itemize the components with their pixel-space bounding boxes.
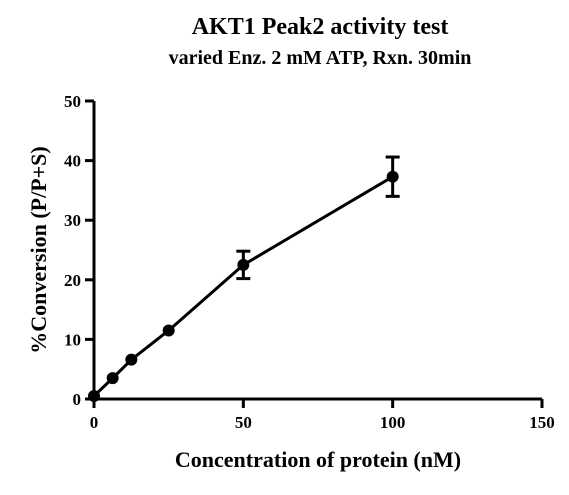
- data-point: [386, 170, 399, 183]
- plot-area: 0 10 20 30 40 50 0 50 100 150: [64, 92, 555, 432]
- chart-title: AKT1 Peak2 activity test: [192, 14, 449, 40]
- y-tick-label: 20: [64, 271, 81, 290]
- y-tick-label: 50: [64, 92, 81, 111]
- data-point: [106, 372, 119, 385]
- axis-ticks: 0 10 20 30 40 50 0 50 100 150: [64, 92, 555, 432]
- chart-subtitle: varied Enz. 2 mM ATP, Rxn. 30min: [169, 47, 472, 69]
- data-point: [162, 324, 175, 337]
- x-tick-label: 100: [380, 413, 406, 432]
- x-tick-label: 50: [235, 413, 252, 432]
- x-tick-label: 0: [90, 413, 99, 432]
- y-tick-label: 0: [73, 390, 82, 409]
- series-line: [92, 175, 394, 398]
- x-tick-label: 150: [529, 413, 555, 432]
- y-axis-title: %Conversion (P/P+S): [26, 146, 51, 353]
- x-axis-title: Concentration of protein (nM): [175, 447, 461, 472]
- data-point: [237, 258, 250, 271]
- y-tick-label: 30: [64, 211, 81, 230]
- y-tick-label: 40: [64, 152, 81, 171]
- series-layer: [88, 155, 400, 403]
- data-point: [125, 353, 138, 366]
- data-point: [88, 390, 100, 403]
- y-tick-label: 10: [64, 330, 81, 349]
